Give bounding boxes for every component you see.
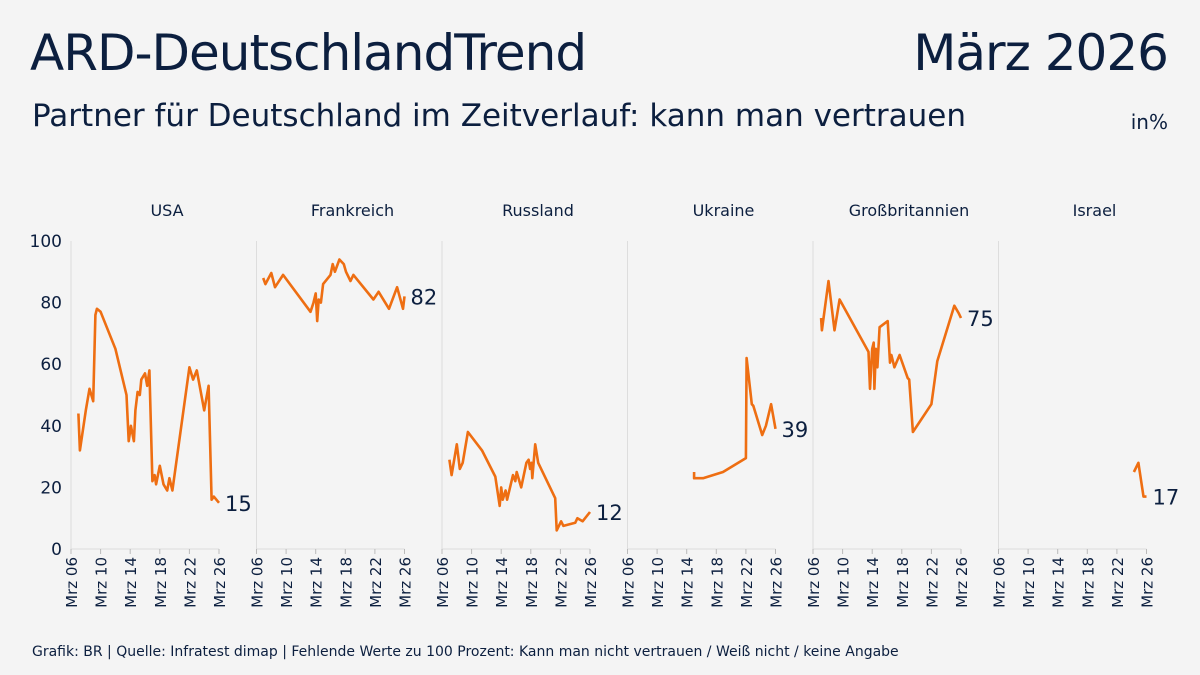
series-line-russland (448, 430, 592, 532)
x-tick-label: Mrz 26 (953, 557, 971, 608)
panel-title: Frankreich (311, 201, 394, 220)
y-tick-label: 60 (40, 355, 62, 375)
x-tick-label: Mrz 18 (894, 557, 912, 608)
x-tick-label: Mrz 14 (679, 557, 697, 608)
x-tick-label: Mrz 06 (63, 557, 81, 608)
x-tick-label: Mrz 26 (768, 557, 786, 608)
x-tick-label: Mrz 18 (1079, 557, 1097, 608)
x-tick-label: Mrz 10 (835, 557, 853, 608)
y-tick-label: 40 (40, 417, 62, 437)
x-tick-label: Mrz 22 (552, 557, 570, 608)
x-tick-label: Mrz 18 (337, 557, 355, 608)
last-value-label: 15 (225, 492, 252, 516)
x-tick-label: Mrz 10 (93, 557, 111, 608)
x-tick-label: Mrz 18 (152, 557, 170, 608)
last-value-label: 12 (596, 501, 623, 525)
x-tick-label: Mrz 22 (1109, 557, 1127, 608)
x-tick-label: Mrz 10 (649, 557, 667, 608)
x-tick-label: Mrz 14 (493, 557, 511, 608)
x-tick-label: Mrz 26 (1139, 557, 1157, 608)
last-value-label: 82 (411, 285, 438, 309)
x-tick-label: Mrz 26 (211, 557, 229, 608)
x-tick-label: Mrz 14 (122, 557, 140, 608)
series-line-ukraine (692, 356, 777, 480)
x-tick-label: Mrz 14 (864, 557, 882, 608)
x-tick-label: Mrz 10 (464, 557, 482, 608)
x-tick-label: Mrz 10 (1020, 557, 1038, 608)
x-tick-label: Mrz 14 (1050, 557, 1068, 608)
x-tick-label: Mrz 22 (738, 557, 756, 608)
series-line-frankreich (261, 258, 406, 323)
x-tick-label: Mrz 06 (434, 557, 452, 608)
y-tick-label: 80 (40, 294, 62, 314)
x-tick-label: Mrz 22 (181, 557, 199, 608)
last-value-label: 17 (1153, 486, 1180, 510)
unit-label: in% (1130, 110, 1168, 134)
last-value-label: 75 (967, 307, 994, 331)
panel-title: Israel (1073, 201, 1117, 220)
chart-subtitle: Partner für Deutschland im Zeitverlauf: … (32, 98, 966, 134)
panel-title: USA (150, 201, 183, 220)
x-tick-label: Mrz 22 (367, 557, 385, 608)
y-tick-label: 100 (30, 232, 62, 252)
series-line-großbritannien (819, 279, 963, 434)
x-tick-label: Mrz 06 (249, 557, 267, 608)
y-tick-label: 0 (51, 540, 62, 560)
chart-title: ARD-DeutschlandTrend (30, 24, 587, 82)
x-tick-label: Mrz 26 (397, 557, 415, 608)
series-line-israel (1132, 461, 1147, 498)
x-tick-label: Mrz 18 (523, 557, 541, 608)
last-value-label: 39 (782, 418, 809, 442)
y-tick-label: 20 (40, 478, 62, 498)
x-tick-label: Mrz 22 (923, 557, 941, 608)
chart-date: März 2026 (913, 24, 1169, 82)
x-tick-label: Mrz 26 (582, 557, 600, 608)
source-footer: Grafik: BR | Quelle: Infratest dimap | F… (32, 644, 899, 660)
x-tick-label: Mrz 10 (278, 557, 296, 608)
x-tick-label: Mrz 06 (805, 557, 823, 608)
panel-title: Russland (502, 201, 574, 220)
panel-title: Großbritannien (849, 201, 969, 220)
x-tick-label: Mrz 18 (708, 557, 726, 608)
x-tick-label: Mrz 14 (308, 557, 326, 608)
x-tick-label: Mrz 06 (991, 557, 1009, 608)
series-line-usa (77, 307, 220, 504)
panel-title: Ukraine (693, 201, 755, 220)
x-tick-label: Mrz 06 (620, 557, 638, 608)
